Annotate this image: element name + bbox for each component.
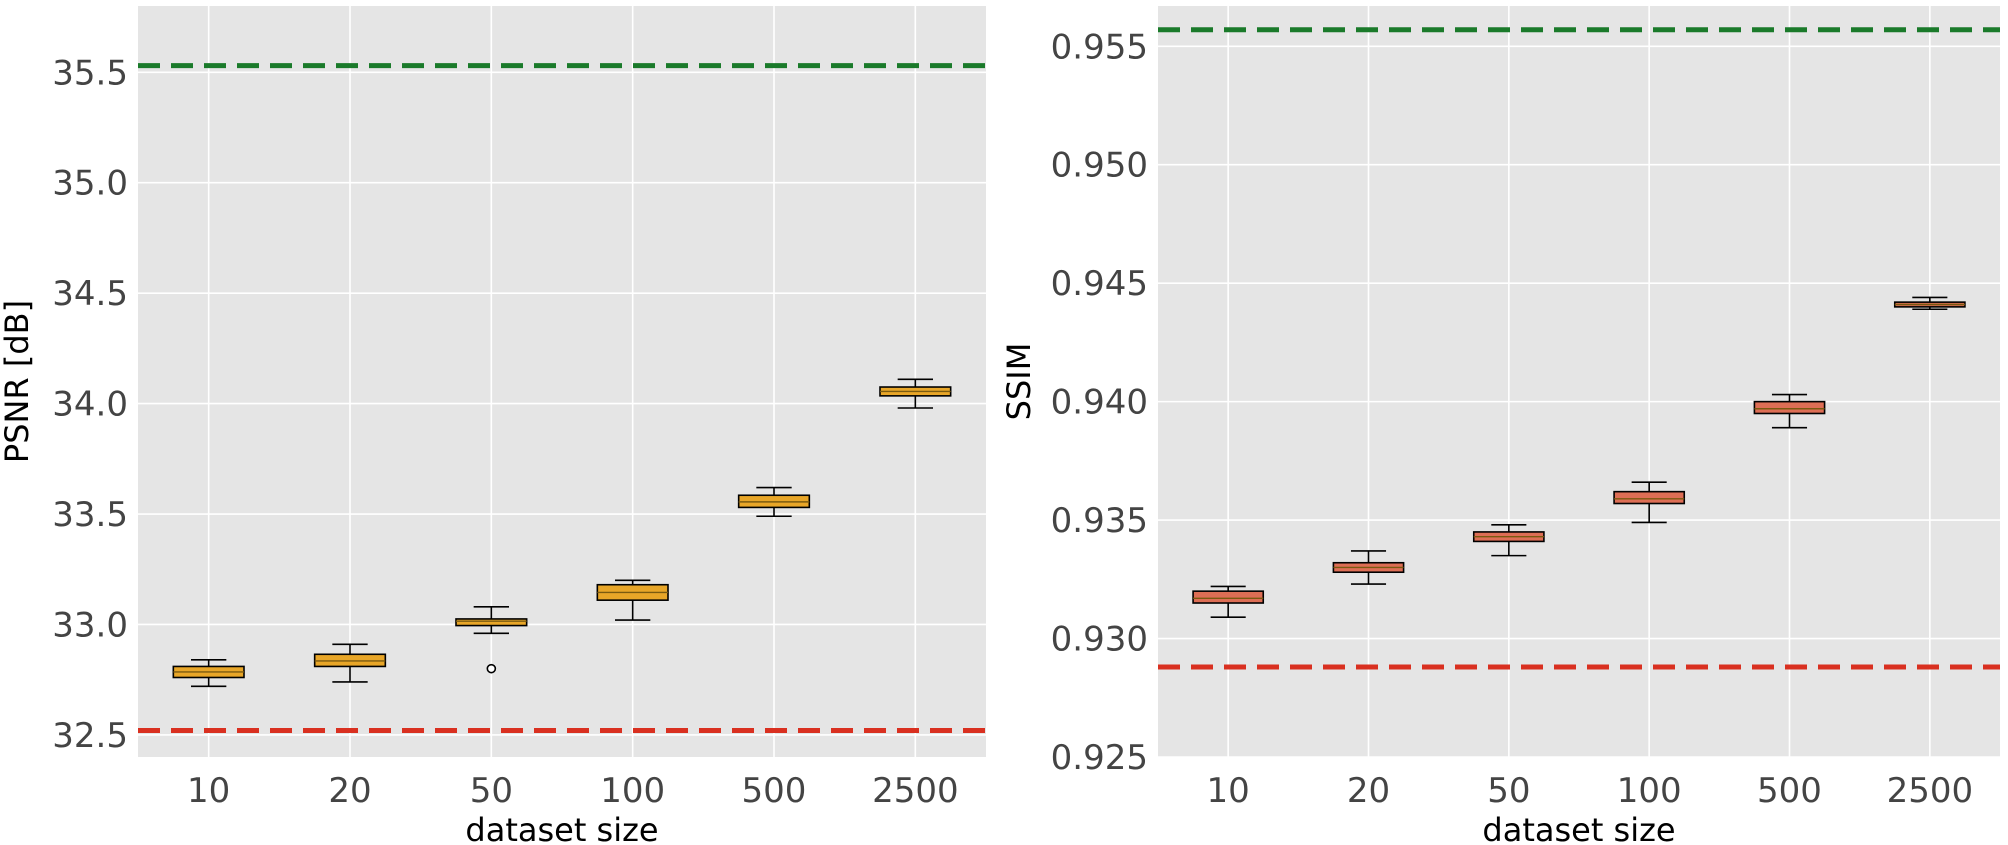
box-100 [1613, 481, 1686, 524]
iqr-box [1613, 490, 1686, 505]
y-axis-label: PSNR [dB] [0, 300, 36, 463]
iqr-box [1192, 590, 1265, 604]
x-tick-label: 2500 [1887, 771, 1974, 811]
x-tick-label: 10 [187, 771, 230, 811]
box-10 [1192, 585, 1265, 619]
y-tick-label: 32.5 [52, 716, 128, 756]
box-50 [455, 605, 528, 674]
y-tick-label: 35.0 [52, 164, 128, 204]
x-tick-label: 500 [1757, 771, 1822, 811]
y-tick-label: 0.950 [1051, 146, 1148, 186]
y-tick-label: 0.940 [1051, 383, 1148, 423]
x-tick-label: 20 [328, 771, 371, 811]
y-tick-label: 0.935 [1051, 501, 1148, 541]
box-20 [1332, 550, 1405, 585]
box-100 [596, 579, 669, 621]
box-20 [313, 643, 387, 683]
x-tick-label: 100 [1617, 771, 1682, 811]
x-axis-label: dataset size [1482, 811, 1675, 845]
y-tick-label: 33.0 [52, 605, 128, 645]
box-50 [1472, 524, 1545, 557]
y-tick-label: 0.930 [1051, 620, 1148, 660]
plot-background [1158, 6, 2000, 757]
y-tick-label: 0.945 [1051, 264, 1148, 304]
y-axis-label: SSIM [1000, 343, 1038, 421]
y-tick-label: 0.955 [1051, 27, 1148, 67]
box-2500 [1893, 296, 1966, 311]
y-tick-label: 34.0 [52, 385, 128, 425]
x-tick-label: 10 [1207, 771, 1250, 811]
y-tick-label: 34.5 [52, 274, 128, 314]
x-tick-label: 500 [742, 771, 807, 811]
y-tick-label: 33.5 [52, 495, 128, 535]
psnr-box-plot: 32.5 33.0 33.5 34.0 34.5 35.0 35.5 10 20 50 100 500… [0, 6, 986, 845]
box-10 [172, 659, 245, 688]
plot-background [138, 6, 986, 757]
box-500 [737, 486, 811, 518]
x-tick-label: 50 [470, 771, 513, 811]
iqr-box [455, 618, 528, 627]
outlier-point [486, 663, 497, 674]
x-tick-label: 2500 [872, 771, 959, 811]
x-tick-label: 100 [600, 771, 665, 811]
x-axis-label: dataset size [465, 811, 658, 845]
box-2500 [879, 378, 952, 409]
box-500 [1753, 393, 1826, 429]
iqr-box [1753, 400, 1826, 415]
y-tick-label: 35.5 [52, 53, 128, 93]
x-tick-label: 20 [1347, 771, 1390, 811]
x-tick-label: 50 [1487, 771, 1530, 811]
ssim-box-plot: 0.925 0.930 0.935 0.940 0.945 0.950 0.955 10 20 5… [1000, 6, 2000, 845]
y-tick-label: 0.925 [1051, 738, 1148, 778]
